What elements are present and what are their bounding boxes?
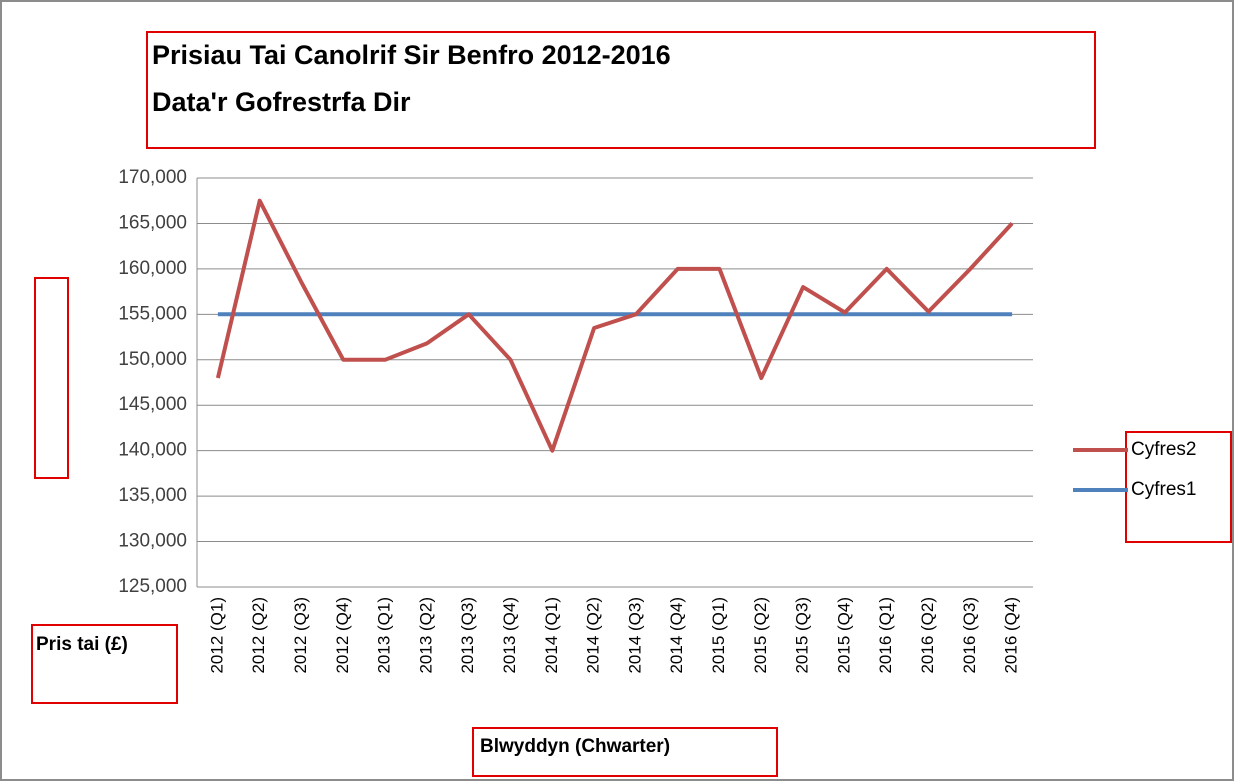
x-tick-label: 2014 (Q2) xyxy=(584,597,603,674)
legend-label: Cyfres1 xyxy=(1131,479,1196,500)
x-tick-label: 2012 (Q2) xyxy=(249,597,268,674)
x-tick-label: 2013 (Q1) xyxy=(375,597,394,674)
x-axis-title: Blwyddyn (Chwarter) xyxy=(480,736,670,757)
x-tick-label: 2016 (Q2) xyxy=(918,597,937,674)
y-tick-label: 160,000 xyxy=(118,258,187,279)
x-tick-label: 2016 (Q1) xyxy=(876,597,895,674)
x-tick-label: 2016 (Q3) xyxy=(960,597,979,674)
y-tick-label: 150,000 xyxy=(118,349,187,370)
x-tick-label: 2014 (Q4) xyxy=(667,597,686,674)
legend-label: Cyfres2 xyxy=(1131,439,1196,460)
y-tick-label: 170,000 xyxy=(118,167,187,188)
y-tick-label: 145,000 xyxy=(118,394,187,415)
x-tick-label: 2016 (Q4) xyxy=(1002,597,1021,674)
chart-title: Prisiau Tai Canolrif Sir Benfro 2012-201… xyxy=(152,40,671,70)
x-label-box xyxy=(472,727,778,777)
y-label-box xyxy=(34,277,69,479)
x-tick-label: 2012 (Q4) xyxy=(333,597,352,674)
y-label-box-2 xyxy=(31,624,178,704)
chart-subtitle: Data'r Gofrestrfa Dir xyxy=(152,87,411,117)
x-tick-label: 2015 (Q1) xyxy=(709,597,728,674)
x-tick-label: 2014 (Q1) xyxy=(542,597,561,674)
y-tick-label: 140,000 xyxy=(118,440,187,461)
y-tick-label: 135,000 xyxy=(118,485,187,506)
y-tick-label: 165,000 xyxy=(118,212,187,233)
x-tick-label: 2015 (Q3) xyxy=(793,597,812,674)
x-tick-label: 2015 (Q4) xyxy=(834,597,853,674)
y-tick-label: 155,000 xyxy=(118,303,187,324)
x-tick-label: 2014 (Q3) xyxy=(625,597,644,674)
y-tick-label: 125,000 xyxy=(118,576,187,597)
y-axis-title: Pris tai (£) xyxy=(36,634,128,655)
x-tick-label: 2013 (Q4) xyxy=(500,597,519,674)
y-tick-label: 130,000 xyxy=(118,531,187,552)
x-tick-label: 2012 (Q3) xyxy=(291,597,310,674)
x-tick-label: 2012 (Q1) xyxy=(207,597,226,674)
x-tick-label: 2013 (Q3) xyxy=(458,597,477,674)
legend-box xyxy=(1125,431,1232,543)
x-tick-label: 2015 (Q2) xyxy=(751,597,770,674)
title-box xyxy=(146,31,1096,149)
series-line xyxy=(215,198,1014,453)
x-tick-label: 2013 (Q2) xyxy=(416,597,435,674)
